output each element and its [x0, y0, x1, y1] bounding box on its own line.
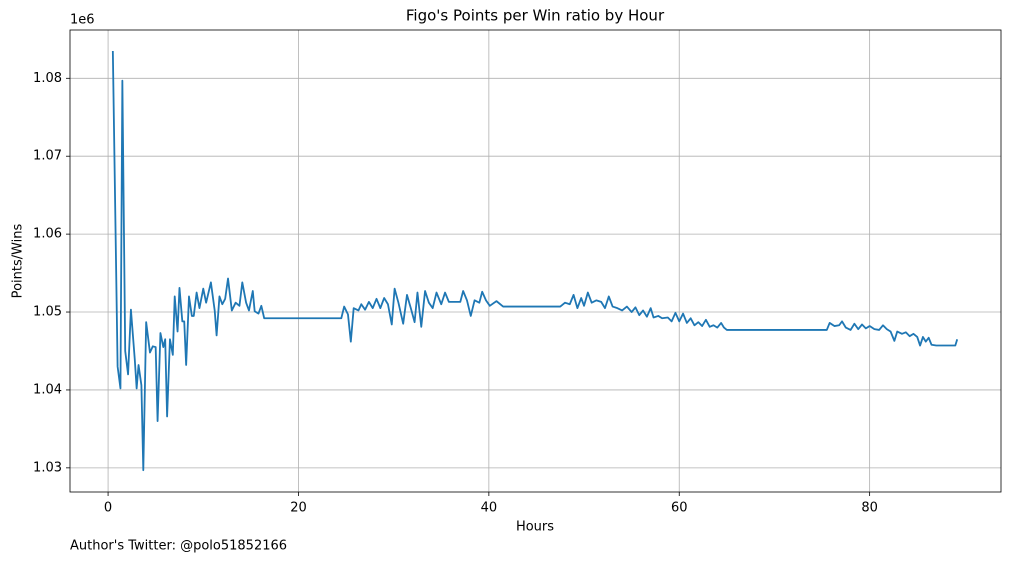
y-axis-label: Points/Wins: [11, 223, 26, 298]
y-tick-label: 1.05: [33, 305, 62, 320]
footnote: Author's Twitter: @polo51852166: [70, 539, 287, 554]
x-axis-label: Hours: [516, 520, 554, 535]
x-tick-label: 80: [861, 501, 878, 516]
y-offset-label: 1e6: [70, 13, 95, 28]
x-tick-label: 60: [671, 501, 688, 516]
y-tick-label: 1.07: [33, 149, 62, 164]
x-tick-label: 20: [290, 501, 307, 516]
y-tick-label: 1.08: [33, 71, 62, 86]
data-line: [111, 51, 959, 472]
y-tick-label: 1.06: [33, 227, 62, 242]
x-tick-label: 40: [481, 501, 498, 516]
y-tick-label: 1.04: [33, 382, 62, 397]
y-tick-label: 1.03: [33, 460, 62, 475]
x-tick-label: 0: [104, 501, 112, 516]
plot-frame: [69, 29, 1002, 493]
chart-title: Figo's Points per Win ratio by Hour: [406, 7, 665, 25]
